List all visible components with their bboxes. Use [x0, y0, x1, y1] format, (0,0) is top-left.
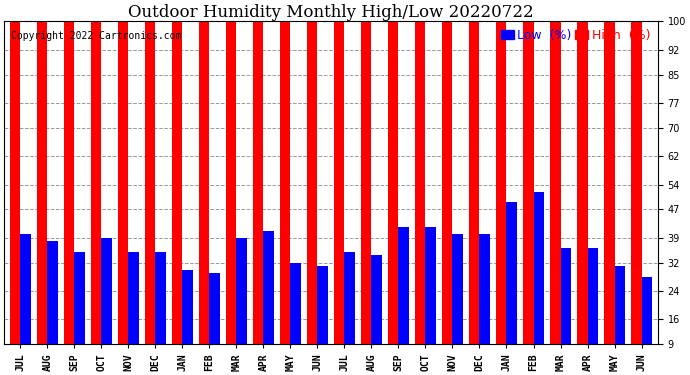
Bar	[615, 266, 624, 344]
Bar	[21, 234, 30, 344]
Bar	[398, 227, 408, 344]
Bar	[128, 252, 139, 344]
Bar	[48, 241, 58, 344]
Bar	[506, 202, 517, 344]
Bar	[226, 0, 237, 344]
Bar	[155, 252, 166, 344]
Bar	[37, 0, 48, 344]
Bar	[371, 255, 382, 344]
Bar	[91, 0, 101, 344]
Bar	[118, 0, 128, 344]
Bar	[264, 231, 274, 344]
Bar	[182, 270, 193, 344]
Bar	[415, 0, 426, 344]
Bar	[587, 248, 598, 344]
Bar	[523, 0, 533, 344]
Bar	[253, 0, 264, 344]
Bar	[426, 227, 436, 344]
Bar	[442, 0, 453, 344]
Bar	[210, 273, 219, 344]
Bar	[480, 234, 490, 344]
Bar	[631, 0, 642, 344]
Bar	[388, 0, 398, 344]
Legend: Low  (%), High  (%): Low (%), High (%)	[500, 28, 651, 43]
Bar	[64, 0, 75, 344]
Bar	[237, 238, 247, 344]
Bar	[496, 0, 506, 344]
Bar	[317, 266, 328, 344]
Bar	[10, 0, 21, 344]
Bar	[334, 0, 344, 344]
Bar	[307, 0, 317, 344]
Text: Copyright 2022 Cartronics.com: Copyright 2022 Cartronics.com	[11, 31, 181, 41]
Bar	[290, 262, 301, 344]
Bar	[453, 234, 463, 344]
Bar	[560, 248, 571, 344]
Bar	[642, 277, 652, 344]
Bar	[75, 252, 85, 344]
Bar	[578, 0, 587, 344]
Bar	[101, 238, 112, 344]
Bar	[361, 0, 371, 344]
Bar	[280, 0, 290, 344]
Bar	[199, 14, 210, 344]
Bar	[344, 252, 355, 344]
Bar	[550, 0, 560, 344]
Bar	[533, 192, 544, 344]
Bar	[172, 0, 182, 344]
Bar	[604, 0, 615, 344]
Bar	[145, 0, 155, 344]
Bar	[469, 0, 480, 344]
Title: Outdoor Humidity Monthly High/Low 20220722: Outdoor Humidity Monthly High/Low 202207…	[128, 4, 534, 21]
